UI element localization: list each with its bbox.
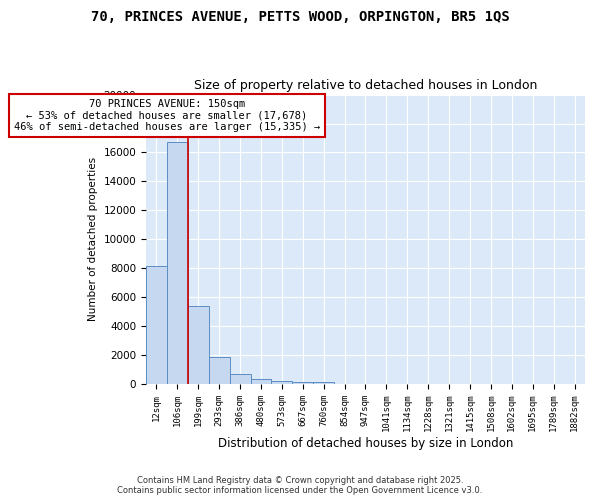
Bar — [313, 382, 334, 384]
Text: Contains HM Land Registry data © Crown copyright and database right 2025.
Contai: Contains HM Land Registry data © Crown c… — [118, 476, 482, 495]
Y-axis label: Number of detached properties: Number of detached properties — [88, 158, 98, 322]
X-axis label: Distribution of detached houses by size in London: Distribution of detached houses by size … — [218, 437, 513, 450]
Text: 70, PRINCES AVENUE, PETTS WOOD, ORPINGTON, BR5 1QS: 70, PRINCES AVENUE, PETTS WOOD, ORPINGTO… — [91, 10, 509, 24]
Bar — [167, 142, 188, 384]
Bar — [146, 266, 167, 384]
Bar — [271, 381, 292, 384]
Bar — [209, 358, 230, 384]
Bar — [188, 306, 209, 384]
Title: Size of property relative to detached houses in London: Size of property relative to detached ho… — [194, 79, 537, 92]
Bar — [251, 379, 271, 384]
Bar — [292, 382, 313, 384]
Bar — [230, 374, 251, 384]
Text: 70 PRINCES AVENUE: 150sqm
← 53% of detached houses are smaller (17,678)
46% of s: 70 PRINCES AVENUE: 150sqm ← 53% of detac… — [14, 99, 320, 132]
